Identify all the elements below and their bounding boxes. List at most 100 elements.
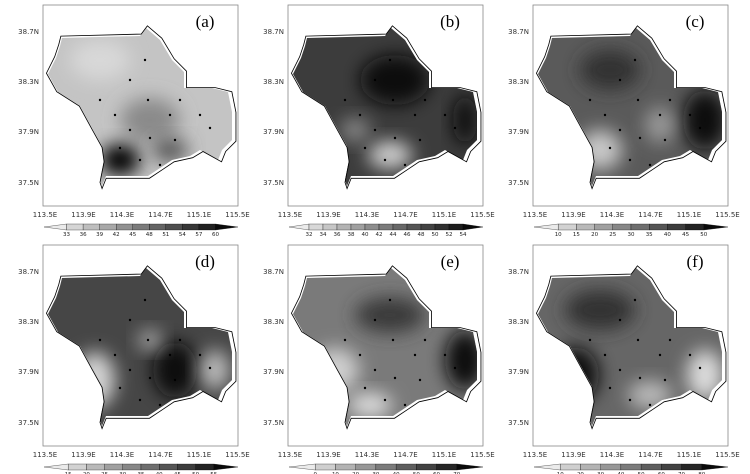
colorbar-cell: [355, 463, 377, 471]
colorbar-tick-label: 70: [678, 472, 685, 474]
station: [698, 366, 702, 370]
lon-label: 115.5E: [470, 451, 494, 459]
colorbar-tick-label: 42: [113, 232, 120, 238]
colorbar-cell: [600, 463, 622, 471]
panel: (a) 38.7N 38.3N 37.9N 37.5N 113.5E 113.9E 114.3…: [18, 4, 250, 238]
station: [668, 338, 672, 342]
lat-label: 38.3N: [508, 318, 529, 326]
station: [388, 58, 392, 62]
lat-label: 38.7N: [263, 268, 284, 276]
lon-label: 115.1E: [187, 451, 211, 459]
lon-label: 113.9E: [316, 211, 340, 219]
colorbar-cell: [406, 223, 422, 231]
colorbar-tick-label: 40: [362, 232, 369, 238]
colorbar-tick-label: 40: [156, 472, 163, 474]
lat-label: 37.5N: [508, 419, 529, 427]
field-blob: [138, 330, 162, 350]
colorbar-tick-label: 20: [83, 472, 90, 474]
field-base: [538, 268, 722, 426]
lat-label: 37.9N: [508, 128, 529, 136]
lon-label: 113.5E: [33, 451, 57, 459]
lon-label: 113.5E: [278, 451, 302, 459]
station: [638, 136, 642, 140]
lon-label: 114.3E: [600, 451, 624, 459]
station: [393, 136, 397, 140]
station: [198, 353, 202, 357]
lon-label: 114.7E: [638, 451, 662, 459]
colorbar-cell: [703, 223, 729, 231]
colorbar-tick-label: 60: [433, 472, 440, 474]
station: [383, 158, 387, 162]
field-blob: [355, 297, 425, 333]
station: [363, 386, 367, 390]
colorbar-cell: [86, 463, 105, 471]
colorbar-tick-label: 0: [313, 472, 317, 474]
station: [178, 98, 182, 102]
station: [391, 338, 395, 342]
colorbar-tick-label: 25: [609, 232, 616, 238]
station: [146, 98, 150, 102]
colorbar-cell: [99, 223, 117, 231]
lon-label: 114.3E: [355, 451, 379, 459]
contour-field: [293, 268, 477, 426]
colorbar-tick-label: 45: [682, 232, 689, 238]
colorbar-cell: [364, 223, 380, 231]
colorbar-cell: [378, 223, 394, 231]
lat-label: 38.7N: [508, 268, 529, 276]
colorbar-cell: [336, 223, 352, 231]
lon-label: 114.7E: [148, 451, 172, 459]
field-blob: [311, 348, 359, 392]
panel: (f) 38.7N 38.3N 37.9N 37.5N 113.5E 113.9E 114.3…: [508, 244, 740, 474]
colorbar-tick-label: 15: [65, 472, 72, 474]
colorbar-cell: [456, 463, 484, 471]
panel-label: (f): [687, 252, 704, 271]
colorbar-tick-label: 80: [698, 472, 705, 474]
colorbar-tick-label: 30: [597, 472, 604, 474]
colorbar-cell: [558, 223, 577, 231]
colorbar-tick-label: 34: [320, 232, 327, 238]
lat-label: 38.7N: [508, 28, 529, 36]
colorbar-tick-label: 33: [63, 232, 70, 238]
lat-label: 37.5N: [18, 179, 39, 187]
colorbar-tick-label: 50: [413, 472, 420, 474]
station: [393, 376, 397, 380]
colorbar-cell: [416, 463, 437, 471]
field-blob: [120, 98, 180, 142]
field-blob: [360, 55, 430, 105]
station: [178, 338, 182, 342]
station: [143, 58, 147, 62]
station: [628, 158, 632, 162]
station: [658, 113, 662, 117]
colorbar-tick-label: 39: [96, 232, 103, 238]
colorbar-cell: [68, 463, 87, 471]
station: [383, 398, 387, 402]
station: [633, 298, 637, 302]
lon-label: 113.5E: [278, 211, 302, 219]
station: [418, 378, 422, 382]
station: [443, 353, 447, 357]
lat-label: 37.5N: [508, 179, 529, 187]
colorbar-tick-label: 44: [390, 232, 397, 238]
colorbar-cell: [533, 463, 561, 471]
station: [618, 368, 622, 372]
colorbar-tick-label: 51: [162, 232, 169, 238]
lon-label: 114.3E: [110, 211, 134, 219]
colorbar-cell: [149, 223, 166, 231]
map-frame: [287, 244, 484, 447]
station: [146, 338, 150, 342]
station: [658, 353, 662, 357]
lon-label: 115.5E: [470, 211, 494, 219]
station: [128, 318, 132, 322]
station: [391, 98, 395, 102]
colorbar-tick-label: 60: [212, 232, 219, 238]
colorbar-cell: [661, 463, 682, 471]
station: [608, 146, 612, 150]
lon-label: 114.3E: [355, 211, 379, 219]
colorbar-cell: [580, 463, 601, 471]
station: [113, 113, 117, 117]
colorbar-cell: [640, 463, 662, 471]
map-frame: [532, 244, 729, 447]
station: [453, 366, 457, 370]
lat-label: 38.3N: [263, 318, 284, 326]
station: [128, 368, 132, 372]
